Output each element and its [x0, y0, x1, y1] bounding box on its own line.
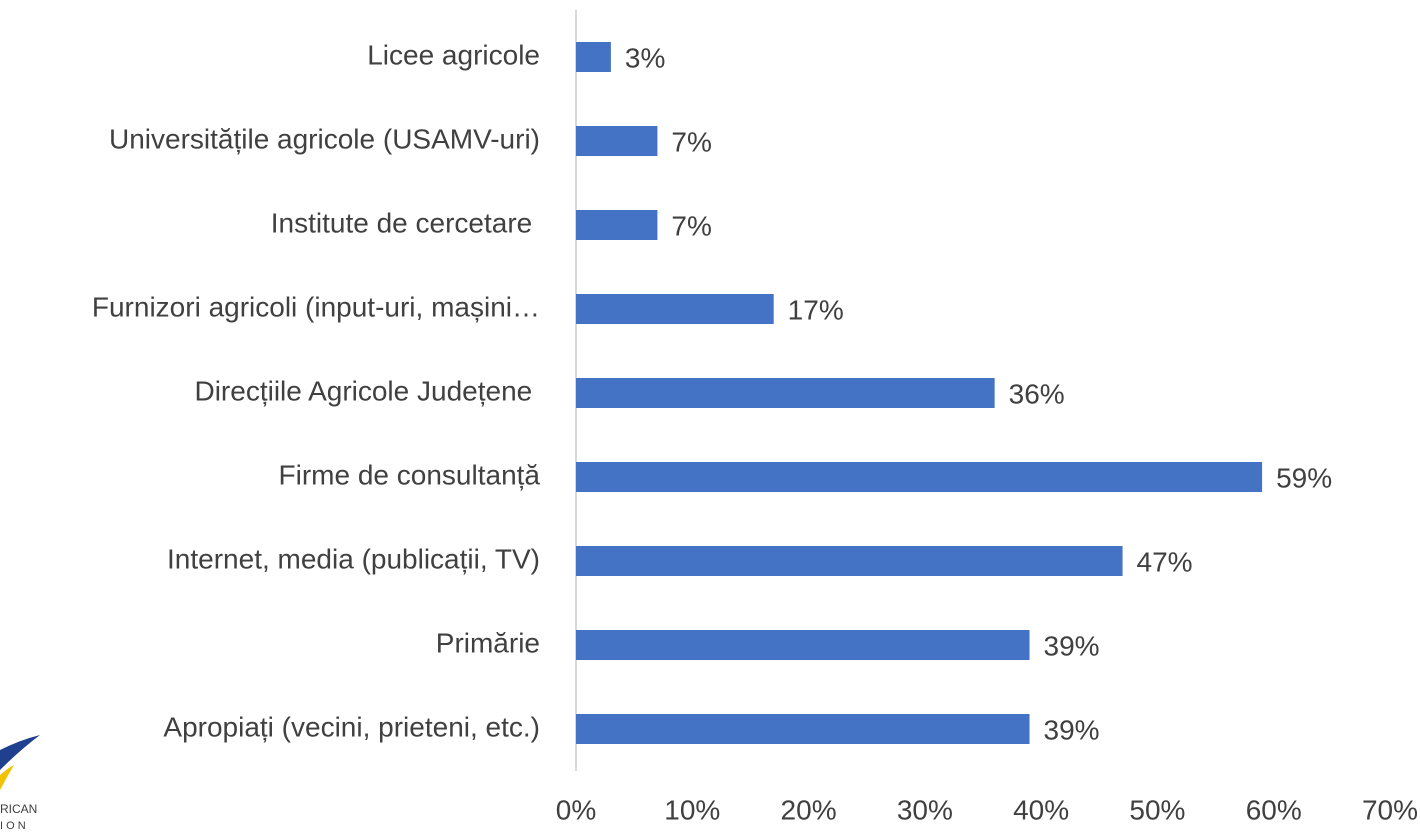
data-label: 59%: [1276, 462, 1332, 493]
y-tick-label: Licee agricole: [367, 39, 540, 70]
data-label: 17%: [788, 294, 844, 325]
y-tick-label: Direcțiile Agricole Județene: [194, 375, 540, 406]
data-label: 7%: [671, 126, 711, 157]
y-tick-label: Universitățile agricole (USAMV-uri): [109, 123, 540, 154]
data-label: 39%: [1044, 630, 1100, 661]
logo-text: RICAN: [0, 802, 37, 816]
x-tick-label: 40%: [1013, 794, 1069, 825]
x-tick-label: 70%: [1362, 794, 1418, 825]
y-tick-label: Firme de consultanță: [279, 459, 541, 490]
y-tick-label: Primărie: [436, 627, 540, 658]
y-tick-label: Institute de cercetare: [271, 207, 540, 238]
logo-text: I O N: [0, 820, 26, 832]
x-tick-label: 10%: [664, 794, 720, 825]
data-label: 7%: [671, 210, 711, 241]
y-tick-label: Internet, media (publicații, TV): [167, 543, 540, 574]
bar: [576, 630, 1030, 660]
bar: [576, 42, 611, 72]
bar: [576, 462, 1263, 492]
x-tick-label: 50%: [1129, 794, 1185, 825]
data-label: 47%: [1137, 546, 1193, 577]
x-tick-label: 30%: [897, 794, 953, 825]
y-tick-label: Apropiați (vecini, prieteni, etc.): [163, 711, 540, 742]
x-tick-label: 60%: [1246, 794, 1302, 825]
y-tick-label: Furnizori agricoli (input-uri, mașini…: [92, 291, 540, 322]
data-label: 3%: [625, 42, 665, 73]
data-label: 39%: [1044, 714, 1100, 745]
logo-swoosh: [0, 735, 40, 770]
bar: [576, 714, 1030, 744]
data-label: 36%: [1009, 378, 1065, 409]
bar: [576, 546, 1123, 576]
bar: [576, 126, 658, 156]
bar: [576, 294, 774, 324]
logo-accent: [0, 765, 14, 790]
bar: [576, 210, 658, 240]
x-tick-label: 0%: [556, 794, 596, 825]
x-tick-label: 20%: [781, 794, 837, 825]
bar: [576, 378, 995, 408]
